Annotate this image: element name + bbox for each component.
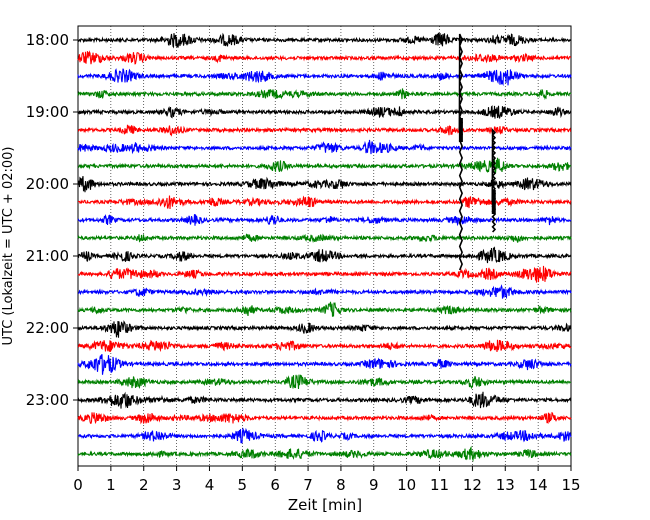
x-tick-label: 0 bbox=[73, 476, 83, 494]
event-spike bbox=[458, 33, 463, 271]
trace-row bbox=[77, 50, 572, 65]
x-axis-ticks: 0 1 2 3 4 5 6 7 8 9 10 11 12 13 14 15 bbox=[73, 466, 581, 494]
x-tick-label: 3 bbox=[172, 476, 182, 494]
trace-row bbox=[77, 139, 572, 155]
plot-frame bbox=[77, 25, 572, 467]
y-tick-label: 21:00 bbox=[26, 247, 69, 265]
trace-row bbox=[77, 32, 572, 49]
trace-row bbox=[77, 301, 572, 317]
x-tick-label: 5 bbox=[238, 476, 248, 494]
trace-rows bbox=[77, 32, 572, 462]
x-tick-label: 1 bbox=[106, 476, 116, 494]
y-tick-label: 22:00 bbox=[26, 319, 69, 337]
x-gridlines bbox=[110, 26, 539, 466]
x-tick-label: 15 bbox=[561, 476, 580, 494]
trace-row bbox=[77, 68, 572, 87]
trace-row bbox=[77, 445, 572, 462]
event-spikes bbox=[458, 33, 497, 271]
x-tick-label: 14 bbox=[529, 476, 548, 494]
trace-row bbox=[77, 105, 572, 119]
trace-row bbox=[77, 195, 572, 210]
x-tick-label: 6 bbox=[270, 476, 280, 494]
y-axis-ticks: 18:00 19:00 20:00 21:00 22:00 23:00 bbox=[26, 31, 78, 409]
x-tick-label: 11 bbox=[430, 476, 449, 494]
x-tick-label: 7 bbox=[303, 476, 313, 494]
x-tick-label: 8 bbox=[336, 476, 346, 494]
x-tick-label: 12 bbox=[463, 476, 482, 494]
trace-row bbox=[77, 88, 572, 101]
x-tick-label: 13 bbox=[496, 476, 515, 494]
event-spike-line bbox=[491, 127, 497, 233]
trace-row bbox=[77, 213, 572, 227]
trace-row bbox=[77, 284, 572, 300]
y-tick-label: 18:00 bbox=[26, 31, 69, 49]
trace-row bbox=[77, 427, 572, 444]
trace-row bbox=[77, 157, 572, 174]
y-tick-label: 19:00 bbox=[26, 103, 69, 121]
y-tick-label: 23:00 bbox=[26, 391, 69, 409]
event-spike-line bbox=[458, 33, 463, 271]
trace-row bbox=[77, 411, 572, 425]
trace-row bbox=[77, 320, 572, 338]
x-tick-label: 2 bbox=[139, 476, 149, 494]
trace-row bbox=[77, 354, 572, 375]
y-axis-label: UTC (Lokalzeit = UTC + 02:00) bbox=[1, 147, 16, 346]
trace-row bbox=[77, 175, 572, 193]
x-tick-label: 9 bbox=[369, 476, 379, 494]
x-tick-label: 10 bbox=[397, 476, 416, 494]
event-spike bbox=[491, 127, 497, 233]
trace-row bbox=[77, 391, 572, 409]
x-tick-label: 4 bbox=[205, 476, 215, 494]
trace-row bbox=[77, 265, 572, 283]
trace-row bbox=[77, 124, 572, 137]
trace-row bbox=[77, 246, 572, 264]
y-tick-label: 20:00 bbox=[26, 175, 69, 193]
trace-row bbox=[77, 374, 572, 390]
trace-row bbox=[77, 233, 572, 244]
trace-row bbox=[77, 339, 572, 353]
x-axis-label: Zeit [min] bbox=[288, 496, 362, 514]
